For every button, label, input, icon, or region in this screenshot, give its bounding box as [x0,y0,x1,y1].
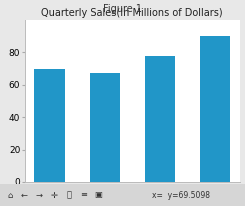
Text: x=  y=69.5098: x= y=69.5098 [152,191,210,199]
Text: ▣: ▣ [94,191,102,199]
Text: ✛: ✛ [50,191,57,199]
Text: 🔍: 🔍 [66,191,71,199]
Text: →: → [36,191,43,199]
Title: Quarterly Sales(In Millions of Dollars): Quarterly Sales(In Millions of Dollars) [41,8,223,18]
Bar [200,36,230,182]
Text: ⌂: ⌂ [7,191,12,199]
Text: ←: ← [21,191,28,199]
Bar [89,74,120,182]
Text: Figure 1: Figure 1 [103,4,142,14]
Bar [34,69,65,182]
Text: ≡: ≡ [80,191,87,199]
Bar [145,56,175,182]
